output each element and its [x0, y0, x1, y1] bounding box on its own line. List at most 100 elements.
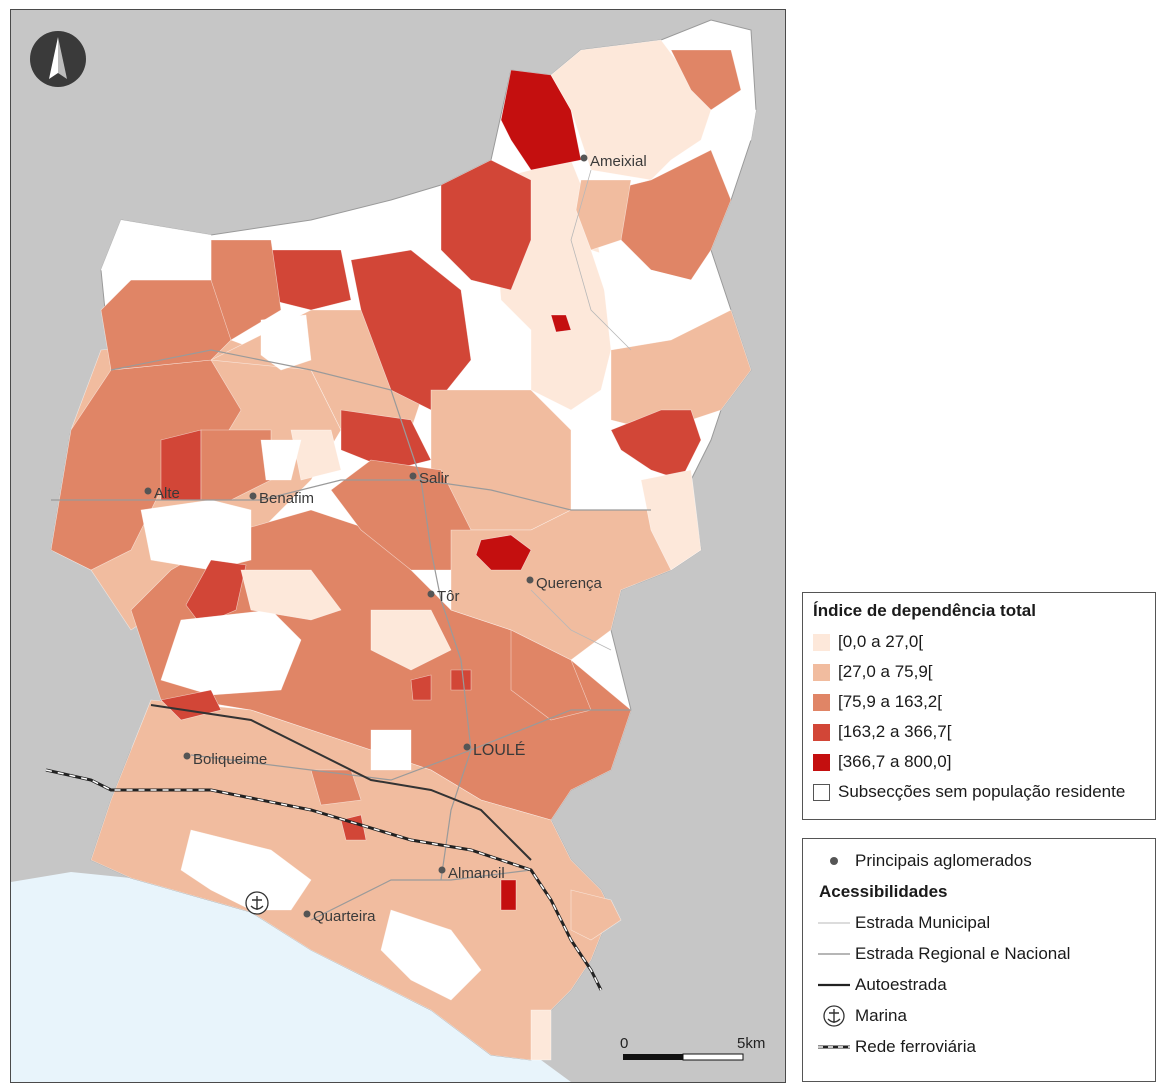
- legend-motorway-row: Autoestrada: [813, 969, 1145, 1000]
- place-label-almancil: Almancil: [448, 865, 505, 882]
- legend-class-row: Subsecções sem população residente: [813, 777, 1145, 807]
- region: [550, 39, 712, 181]
- region: [575, 179, 632, 251]
- legend-class-label: [0,0 a 27,0[: [838, 632, 924, 651]
- region: [500, 879, 517, 911]
- legend-title: Índice de dependência total: [813, 601, 1036, 620]
- legend-class-row: [163,2 a 366,7[: [813, 717, 1145, 747]
- motorway: [150, 704, 532, 861]
- place-dot-icon: [830, 856, 838, 865]
- legend-swatch: [813, 693, 830, 711]
- legend-marina-row: Marina: [813, 1000, 1145, 1031]
- regional-road: [110, 349, 422, 481]
- dependency-legend: Índice de dependência total [0,0 a 27,0[…: [802, 592, 1156, 820]
- dependency-index-regions: [50, 39, 757, 1061]
- region: [640, 469, 702, 571]
- region: [200, 429, 272, 501]
- north-arrow-icon: [30, 31, 86, 87]
- railway-icon: [818, 1045, 850, 1048]
- road-network: [45, 169, 651, 991]
- municipal-road: [530, 589, 612, 651]
- region: [260, 314, 312, 371]
- region: [290, 429, 342, 481]
- regional-road: [51, 479, 651, 511]
- place-label-boliqueime: Boliqueime: [193, 751, 267, 768]
- regional-road: [190, 709, 631, 781]
- region: [100, 219, 212, 281]
- region: [510, 629, 592, 721]
- region: [370, 729, 412, 771]
- marina-icon: [245, 891, 269, 915]
- region: [140, 499, 252, 571]
- scale-end-label: 5km: [737, 1035, 765, 1052]
- region: [330, 459, 472, 571]
- scale-bar: 0 5km: [620, 1035, 765, 1061]
- regional-road-icon: [818, 952, 850, 955]
- scale-start-label: 0: [620, 1035, 628, 1052]
- legend-municipal-road-label: Estrada Municipal: [855, 912, 991, 932]
- place-label-ameixial: Ameixial: [590, 153, 647, 170]
- legend-motorway-label: Autoestrada: [855, 974, 947, 994]
- regional-road: [420, 479, 472, 881]
- region: [340, 409, 432, 471]
- legend-class-label: [27,0 a 75,9[: [838, 662, 933, 681]
- legend-swatch: [813, 783, 830, 801]
- legend-swatch: [813, 723, 830, 741]
- region: [530, 1009, 552, 1061]
- region: [570, 889, 622, 941]
- place-label-querenca: Querença: [536, 575, 603, 592]
- legend-regional-road-label: Estrada Regional e Nacional: [855, 943, 1071, 963]
- region: [710, 109, 757, 151]
- legend-class-row: [366,7 a 800,0]: [813, 747, 1145, 777]
- region: [370, 609, 452, 671]
- place-label-tor: Tôr: [437, 588, 460, 605]
- map-frame[interactable]: Ameixial Salir Alte Benafim Querença Tôr…: [10, 9, 786, 1083]
- accessibility-title: Acessibilidades: [819, 881, 948, 901]
- region: [380, 909, 482, 1001]
- motorway-icon: [818, 983, 850, 986]
- region: [450, 669, 472, 691]
- region: [580, 449, 642, 511]
- legend-aglomerados-row: Principais aglomerados: [813, 845, 1145, 876]
- legend-swatch: [813, 753, 830, 771]
- place-label-loule: LOULÉ: [473, 740, 525, 759]
- region: [440, 159, 532, 291]
- region: [310, 769, 362, 806]
- place-label-alte: Alte: [154, 485, 180, 502]
- regional-road: [310, 869, 532, 921]
- region: [475, 534, 532, 571]
- region: [240, 569, 342, 621]
- place-label-salir: Salir: [419, 470, 449, 487]
- region: [350, 249, 472, 411]
- legend-class-row: [27,0 a 75,9[: [813, 657, 1145, 687]
- region: [610, 409, 702, 481]
- legend-marina-label: Marina: [855, 1005, 907, 1025]
- sea-area: [11, 872, 571, 1082]
- legend-class-row: [0,0 a 27,0[: [813, 627, 1145, 657]
- region: [100, 279, 232, 371]
- choropleth-map: Ameixial Salir Alte Benafim Querença Tôr…: [11, 19, 765, 1082]
- place-label-benafim: Benafim: [259, 490, 314, 507]
- legend-class-label: [163,2 a 366,7[: [838, 722, 952, 741]
- railway: [45, 769, 602, 991]
- legend-class-label: Subsecções sem população residente: [838, 782, 1126, 801]
- region: [590, 249, 712, 351]
- marina-icon: [823, 1004, 845, 1027]
- legend-regional-road-row: Estrada Regional e Nacional: [813, 938, 1145, 969]
- region: [610, 309, 752, 431]
- legend-municipal-road-row: Estrada Municipal: [813, 907, 1145, 938]
- region: [180, 829, 312, 911]
- region: [670, 49, 742, 111]
- municipal-road: [570, 169, 632, 351]
- legend-class-label: [366,7 a 800,0]: [838, 752, 952, 771]
- municipal-road-icon: [818, 922, 850, 923]
- region: [410, 674, 432, 701]
- legend-class-row: [75,9 a 163,2[: [813, 687, 1145, 717]
- legend-aglomerados-label: Principais aglomerados: [855, 850, 1032, 870]
- legend-railway-row: Rede ferroviária: [813, 1031, 1145, 1062]
- region: [550, 314, 572, 333]
- region: [160, 609, 302, 696]
- accessibility-legend: Principais aglomerados Acessibilidades E…: [802, 838, 1156, 1082]
- legend-class-label: [75,9 a 163,2[: [838, 692, 942, 711]
- region: [610, 149, 732, 281]
